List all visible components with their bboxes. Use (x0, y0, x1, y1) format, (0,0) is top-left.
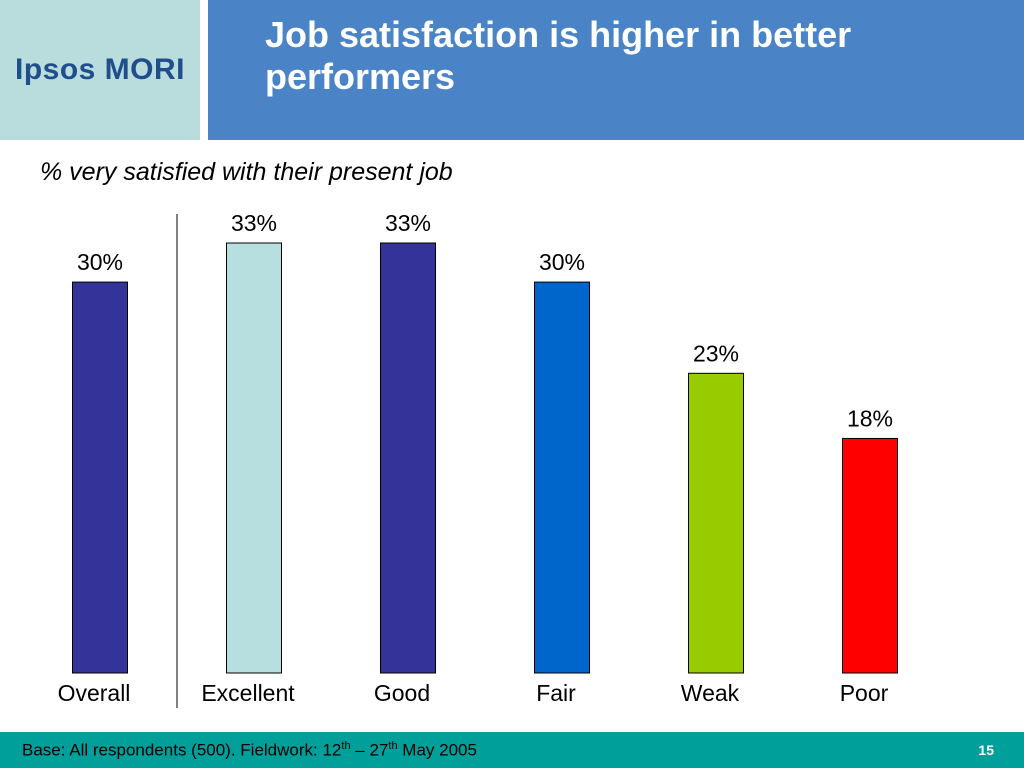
category-label-poor: Poor (840, 680, 889, 706)
bar-excellent (226, 242, 282, 674)
data-label-excellent: 33% (231, 210, 277, 236)
data-label-poor: 18% (847, 405, 893, 431)
bar-weak (688, 372, 744, 674)
bar-overall (72, 281, 128, 674)
footer-base-note: Base: All respondents (500). Fieldwork: … (22, 740, 477, 760)
chart-subtitle: % very satisfied with their present job (40, 158, 453, 186)
data-label-overall: 30% (77, 249, 123, 275)
bar-fair (534, 281, 590, 674)
footer-bar: Base: All respondents (500). Fieldwork: … (0, 732, 1024, 768)
ipsos-mori-logo: Ipsos MORI (14, 53, 185, 86)
page-number: 15 (978, 742, 994, 758)
data-label-fair: 30% (539, 249, 585, 275)
data-label-good: 33% (385, 210, 431, 236)
logo-panel: Ipsos MORI (0, 0, 204, 140)
title-bar: Job satisfaction is higher in better per… (208, 0, 1024, 140)
category-label-weak: Weak (681, 680, 740, 706)
bar-poor (842, 437, 898, 674)
category-label-excellent: Excellent (201, 680, 295, 706)
data-label-weak: 23% (693, 340, 739, 366)
page-title: Job satisfaction is higher in better per… (265, 14, 852, 97)
bar-chart: 30% Overall 33% Excellent 33% Good 30% Fair 23% W… (58, 210, 898, 708)
category-label-good: Good (374, 680, 430, 706)
category-label-fair: Fair (536, 680, 576, 706)
category-label-overall: Overall (58, 680, 131, 706)
bar-good (380, 242, 436, 674)
